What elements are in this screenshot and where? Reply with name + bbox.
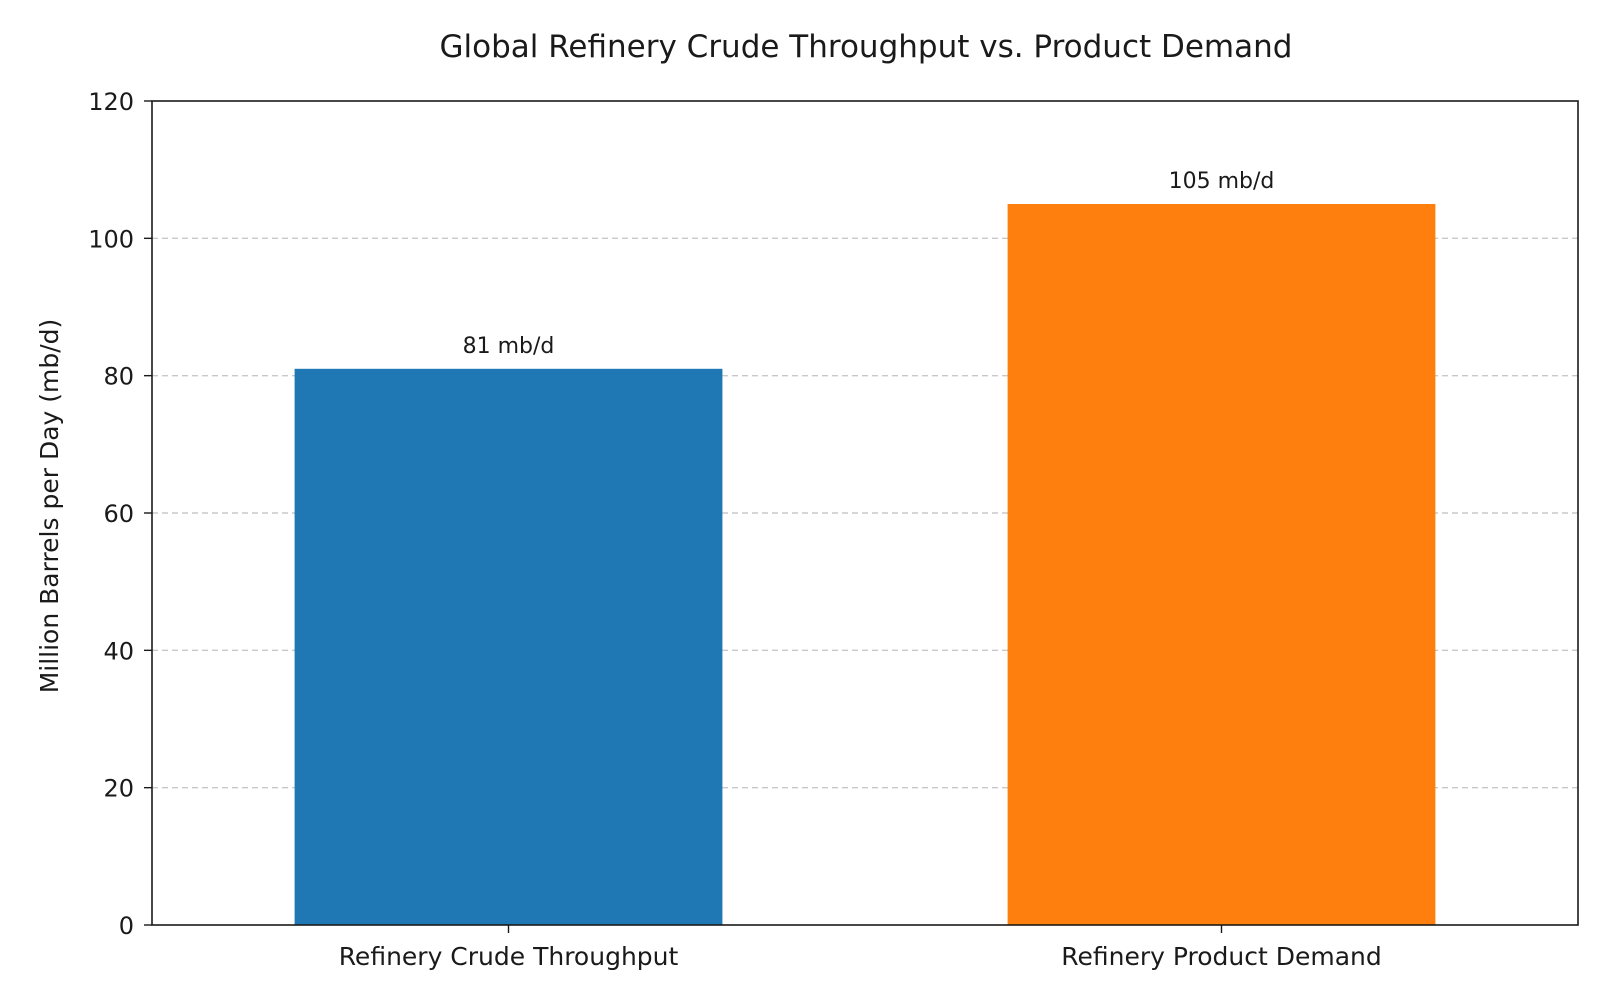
bar-2 xyxy=(1007,204,1436,925)
chart-title: Global Refinery Crude Throughput vs. Pro… xyxy=(440,29,1293,65)
x-tick-label: Refinery Crude Throughput xyxy=(339,942,679,971)
y-axis-ticks: 0 20 40 60 80 100 120 xyxy=(88,88,152,940)
bar-value-label: 105 mb/d xyxy=(1169,169,1275,194)
y-tick-label: 60 xyxy=(103,500,134,528)
y-tick-label: 100 xyxy=(88,225,134,253)
y-tick-label: 40 xyxy=(103,637,134,665)
bars xyxy=(294,204,1436,925)
x-tick-label: Refinery Product Demand xyxy=(1061,942,1382,971)
grid-lines xyxy=(152,237,1578,789)
y-tick-label: 20 xyxy=(103,775,134,803)
data-labels: 81 mb/d 105 mb/d xyxy=(463,169,1275,359)
y-axis-label: Million Barrels per Day (mb/d) xyxy=(35,319,64,694)
x-axis-ticks: Refinery Crude Throughput Refinery Produc… xyxy=(339,925,1382,971)
bar-1 xyxy=(294,368,723,925)
y-tick-label: 80 xyxy=(103,363,134,391)
y-tick-label: 120 xyxy=(88,88,134,116)
y-tick-label: 0 xyxy=(119,912,134,940)
bar-value-label: 81 mb/d xyxy=(463,334,555,359)
